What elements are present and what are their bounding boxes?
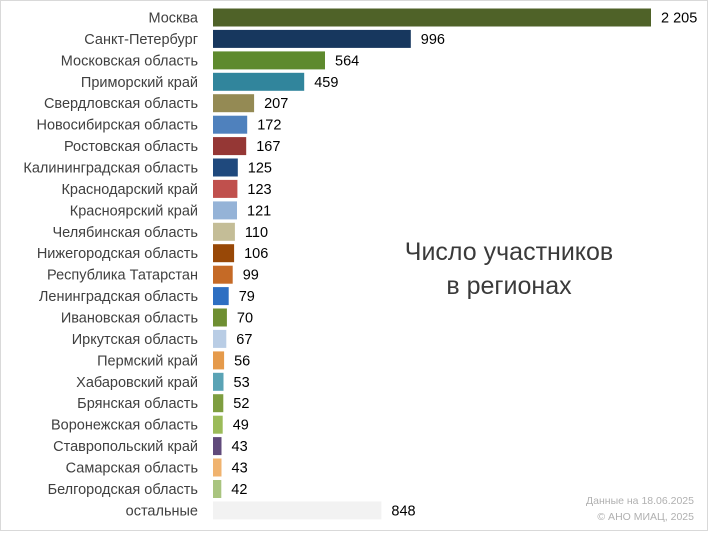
bar xyxy=(213,372,224,391)
category-label: Красноярский край xyxy=(70,203,198,219)
category-label: Белгородская область xyxy=(48,482,198,498)
chart-title-line-1: Число участников xyxy=(405,238,613,266)
category-label: Приморский край xyxy=(81,75,198,91)
bar xyxy=(213,329,227,348)
value-label: 172 xyxy=(257,118,281,134)
bar xyxy=(213,201,237,220)
category-label: Ивановская область xyxy=(61,311,198,327)
value-label: 52 xyxy=(233,396,249,412)
category-label: остальные xyxy=(126,503,198,519)
value-label: 43 xyxy=(232,461,248,477)
bar xyxy=(213,115,248,134)
value-label: 167 xyxy=(256,139,280,155)
category-label: Воронежская область xyxy=(51,418,198,434)
value-label: 110 xyxy=(245,225,268,241)
value-label: 123 xyxy=(247,182,271,198)
bar xyxy=(213,501,382,520)
value-label: 53 xyxy=(234,375,250,391)
category-label: Калининградская область xyxy=(23,161,198,177)
category-label: Ленинградская область xyxy=(39,289,198,305)
bars-group xyxy=(213,8,651,520)
category-label: Ростовская область xyxy=(64,139,198,155)
category-labels-group: Москва Санкт-Петербург Московская область П… xyxy=(23,11,199,520)
value-label: 2 205 xyxy=(661,11,697,27)
value-label: 848 xyxy=(391,503,415,519)
category-label: Брянская область xyxy=(77,396,198,412)
category-label: Челябинская область xyxy=(52,225,198,241)
value-label: 106 xyxy=(244,246,268,262)
category-label: Самарская область xyxy=(66,461,198,477)
value-label: 125 xyxy=(248,161,272,177)
bar xyxy=(213,287,229,306)
category-label: Московская область xyxy=(61,53,198,69)
category-label: Пермский край xyxy=(97,353,198,369)
bar xyxy=(213,437,222,456)
bar xyxy=(213,222,235,241)
category-label: Москва xyxy=(148,11,198,27)
value-label: 99 xyxy=(243,268,259,284)
footnote-date: Данные на 18.06.2025 xyxy=(586,495,694,507)
bar xyxy=(213,72,305,91)
bar xyxy=(213,179,238,198)
chart-title-line-2: в регионах xyxy=(446,272,572,300)
value-label: 564 xyxy=(335,53,359,69)
value-label: 459 xyxy=(314,75,338,91)
value-label: 121 xyxy=(247,203,271,219)
bar xyxy=(213,394,224,413)
value-label: 70 xyxy=(237,311,253,327)
category-label: Нижегородская область xyxy=(37,246,198,262)
value-label: 42 xyxy=(231,482,247,498)
bar xyxy=(213,8,651,27)
bar xyxy=(213,94,255,113)
category-label: Республика Татарстан xyxy=(47,268,198,284)
bar xyxy=(213,244,235,263)
category-label: Краснодарский край xyxy=(61,182,198,198)
bar xyxy=(213,415,223,434)
value-label: 43 xyxy=(232,439,248,455)
bar xyxy=(213,458,222,477)
category-label: Новосибирская область xyxy=(36,118,198,134)
category-label: Ставропольский край xyxy=(53,439,198,455)
category-label: Свердловская область xyxy=(44,96,198,112)
value-label: 67 xyxy=(236,332,252,348)
value-label: 49 xyxy=(233,418,249,434)
value-labels-group: 2 205 996 564 459 207 172 167 125 123 121 110 106 99… xyxy=(231,11,697,520)
bar xyxy=(213,265,233,284)
category-label: Санкт-Петербург xyxy=(84,32,198,48)
bar xyxy=(213,351,225,370)
category-label: Хабаровский край xyxy=(76,375,198,391)
value-label: 996 xyxy=(421,32,445,48)
value-label: 56 xyxy=(234,353,250,369)
category-label: Иркутская область xyxy=(72,332,198,348)
bar xyxy=(213,480,222,498)
bar xyxy=(213,29,411,48)
value-label: 207 xyxy=(264,96,288,112)
value-label: 79 xyxy=(239,289,255,305)
bar xyxy=(213,308,227,327)
bar xyxy=(213,51,325,70)
bar xyxy=(213,137,247,156)
footnote-copyright: © АНО МИАЦ, 2025 xyxy=(597,511,694,523)
bar xyxy=(213,158,238,177)
